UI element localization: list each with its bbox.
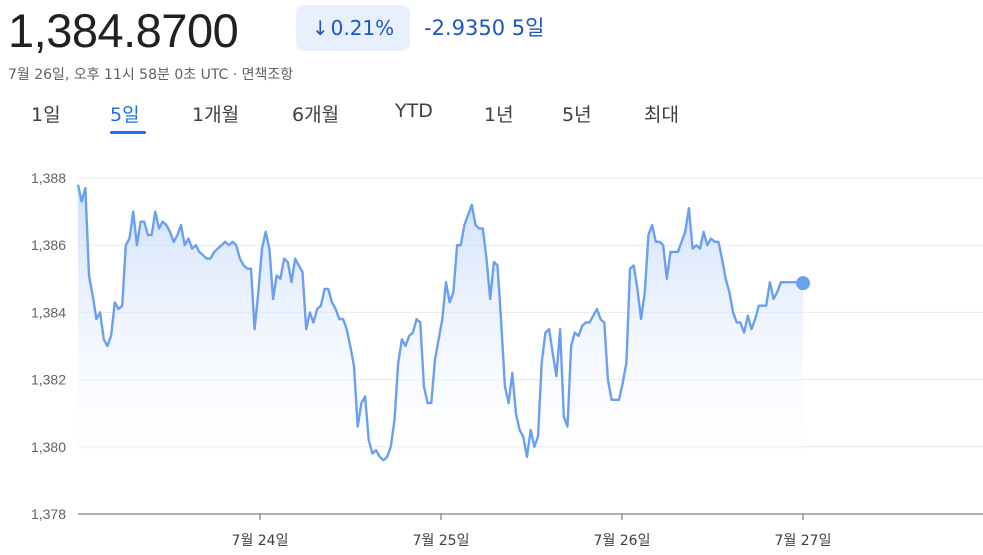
- y-tick-label: 1,382: [31, 372, 66, 388]
- price-value: 1,384.8700: [8, 4, 239, 57]
- last-price-marker: [796, 276, 810, 291]
- x-axis-ticks: 7월 24일 7월 25일 7월 26일 7월 27일: [232, 514, 832, 549]
- tab-1d[interactable]: 1일: [31, 104, 61, 126]
- tab-6m[interactable]: 6개월: [292, 104, 340, 126]
- tab-ytd[interactable]: YTD: [395, 100, 433, 122]
- tab-max[interactable]: 최대: [644, 104, 679, 126]
- price-line: [76, 184, 804, 462]
- tab-1m[interactable]: 1개월: [192, 104, 240, 126]
- tab-5y[interactable]: 5년: [562, 104, 592, 126]
- x-tick-label: 7월 26일: [594, 533, 651, 549]
- change-period: 5일: [511, 16, 545, 40]
- x-tick-label: 7월 25일: [413, 533, 470, 549]
- y-tick-label: 1,386: [31, 237, 66, 253]
- price-area: [78, 184, 803, 465]
- y-axis-ticks: 1,378 1,380 1,382 1,384 1,386 1,388: [31, 170, 66, 522]
- tab-5d[interactable]: 5일: [110, 104, 140, 126]
- y-tick-label: 1,388: [31, 170, 66, 186]
- change-percent: 0.21%: [330, 16, 395, 40]
- timestamp-disclaimer[interactable]: 7월 26일, 오후 11시 58분 0초 UTC · 면책조항: [8, 67, 294, 83]
- tab-1y[interactable]: 1년: [484, 104, 514, 126]
- change-percent-badge: ↓ 0.21%: [296, 5, 410, 51]
- x-tick-label: 7월 27일: [775, 533, 832, 549]
- y-tick-label: 1,380: [31, 439, 66, 455]
- arrow-down-icon: ↓: [311, 16, 329, 40]
- y-tick-label: 1,378: [31, 506, 66, 522]
- change-absolute: -2.9350: [424, 16, 506, 40]
- active-tab-indicator: [110, 131, 146, 134]
- change-absolute-group: -2.9350 5일: [424, 12, 544, 42]
- y-tick-label: 1,384: [31, 304, 66, 320]
- x-tick-label: 7월 24일: [232, 533, 289, 549]
